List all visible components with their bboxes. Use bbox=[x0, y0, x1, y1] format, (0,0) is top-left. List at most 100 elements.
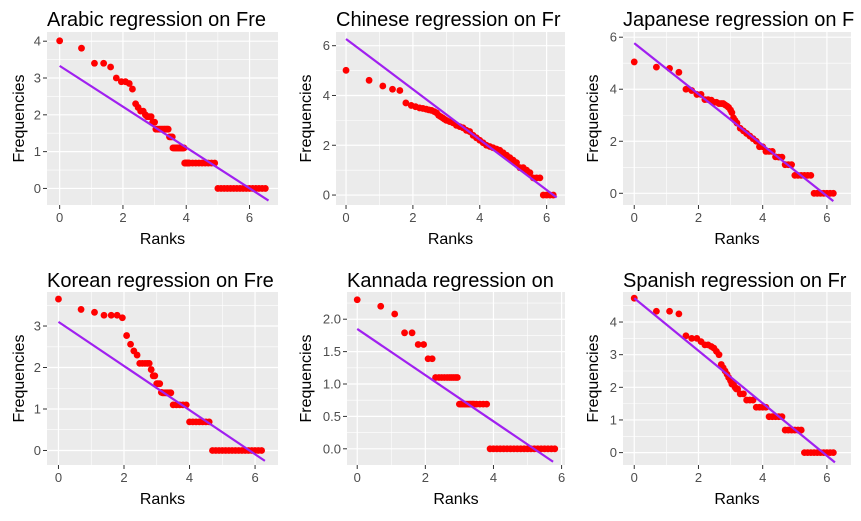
data-point bbox=[113, 311, 121, 319]
data-point bbox=[389, 85, 396, 93]
y-axis-label: Frequencies bbox=[298, 334, 315, 422]
data-point bbox=[420, 341, 428, 348]
x-tick-label: 2 bbox=[695, 470, 702, 485]
x-axis-label: Ranks bbox=[140, 231, 185, 248]
data-point bbox=[453, 374, 461, 381]
y-tick-label: 6 bbox=[323, 38, 330, 53]
chart-panel-4: 0 2 4 6 0.0 0.5 1.0 1.5 2.0 Kannada regression on… bbox=[298, 270, 565, 508]
data-point bbox=[353, 296, 361, 304]
data-point bbox=[91, 308, 98, 316]
data-point bbox=[125, 80, 133, 87]
y-axis-label: Frequencies bbox=[298, 74, 315, 162]
data-point bbox=[513, 159, 520, 167]
x-tick-label: 4 bbox=[186, 470, 193, 485]
y-tick-label: 0 bbox=[610, 445, 617, 460]
data-point bbox=[675, 310, 683, 318]
data-point bbox=[112, 74, 120, 82]
y-tick-label: 2 bbox=[323, 138, 330, 153]
y-axis-label: Frequencies bbox=[585, 74, 602, 162]
x-tick-label: 2 bbox=[119, 210, 126, 225]
x-axis-label: Ranks bbox=[140, 491, 185, 508]
data-point bbox=[396, 87, 404, 94]
chart-panel-3: 0 2 4 6 0 1 2 3 Korean regression on Fre Ranks Fre… bbox=[11, 270, 278, 508]
y-tick-label: 2 bbox=[610, 380, 617, 395]
chart-title: Chinese regression on Fr bbox=[336, 9, 561, 31]
y-tick-label: 0.0 bbox=[323, 441, 341, 456]
data-point bbox=[551, 445, 559, 453]
y-tick-label: 2 bbox=[34, 107, 41, 122]
data-point bbox=[107, 63, 115, 71]
x-tick-label: 6 bbox=[823, 470, 830, 485]
y-tick-label: 4 bbox=[323, 88, 330, 103]
x-tick-label: 2 bbox=[120, 470, 127, 485]
data-point bbox=[147, 113, 155, 121]
data-point bbox=[118, 314, 126, 322]
data-point bbox=[167, 389, 175, 397]
data-point bbox=[391, 310, 399, 318]
y-tick-label: 1.5 bbox=[323, 344, 341, 359]
x-tick-label: 2 bbox=[695, 210, 702, 225]
regression-line bbox=[345, 38, 558, 199]
panel-background bbox=[47, 32, 278, 205]
data-point bbox=[107, 311, 115, 319]
data-point bbox=[151, 372, 159, 380]
data-point bbox=[408, 329, 416, 337]
y-tick-label: 0 bbox=[34, 181, 41, 196]
regression-line bbox=[633, 42, 835, 202]
x-axis-label: Ranks bbox=[714, 231, 759, 248]
x-tick-label: 4 bbox=[476, 210, 483, 225]
data-point bbox=[365, 76, 373, 84]
data-point bbox=[688, 334, 696, 342]
x-tick-label: 2 bbox=[422, 470, 429, 485]
y-tick-label: 0 bbox=[610, 186, 617, 201]
y-tick-label: 1 bbox=[34, 144, 41, 159]
regression-line bbox=[356, 328, 554, 463]
regression-line bbox=[59, 64, 270, 202]
data-point bbox=[377, 302, 385, 310]
regression-line bbox=[633, 297, 836, 464]
y-tick-label: 1 bbox=[610, 412, 617, 427]
data-point bbox=[682, 85, 690, 93]
data-point bbox=[807, 171, 815, 179]
data-point bbox=[100, 59, 108, 67]
data-point bbox=[483, 400, 491, 408]
x-tick-label: 0 bbox=[342, 210, 349, 225]
x-tick-label: 0 bbox=[55, 470, 62, 485]
chart-title: Arabic regression on Fre bbox=[47, 9, 266, 31]
y-axis-label: Frequencies bbox=[585, 334, 602, 422]
y-tick-label: 2 bbox=[610, 134, 617, 149]
data-point bbox=[91, 59, 98, 67]
y-tick-label: 3 bbox=[610, 347, 617, 362]
data-point bbox=[797, 426, 805, 434]
data-point bbox=[682, 332, 690, 340]
y-tick-label: 2.0 bbox=[323, 312, 341, 327]
x-tick-label: 6 bbox=[558, 470, 565, 485]
x-tick-label: 4 bbox=[759, 210, 766, 225]
data-point bbox=[342, 66, 350, 74]
x-tick-label: 0 bbox=[354, 470, 361, 485]
data-point bbox=[261, 185, 269, 192]
data-point bbox=[100, 311, 108, 319]
y-tick-label: 4 bbox=[34, 34, 41, 49]
data-point bbox=[123, 332, 131, 339]
data-point bbox=[129, 85, 136, 93]
x-tick-label: 4 bbox=[759, 470, 766, 485]
data-point bbox=[78, 44, 85, 52]
chart-panel-5: 0 2 4 6 0 1 2 3 4 Spanish regression on Fr Ranks Fr… bbox=[585, 270, 851, 508]
data-point bbox=[258, 447, 266, 454]
data-point bbox=[536, 174, 544, 182]
data-point bbox=[145, 359, 153, 367]
y-tick-label: 1.0 bbox=[323, 377, 341, 392]
data-point bbox=[164, 125, 172, 133]
data-point bbox=[127, 340, 134, 348]
data-point bbox=[379, 82, 387, 90]
y-tick-label: 4 bbox=[610, 82, 617, 97]
y-tick-label: 1 bbox=[34, 401, 41, 416]
data-point bbox=[402, 99, 410, 107]
data-point bbox=[147, 366, 155, 373]
data-point bbox=[728, 109, 736, 117]
data-point bbox=[526, 169, 534, 177]
chart-panel-2: 0 2 4 6 0 2 4 6 Japanese regression on F Ranks Fre… bbox=[585, 9, 854, 248]
x-tick-label: 6 bbox=[246, 210, 253, 225]
